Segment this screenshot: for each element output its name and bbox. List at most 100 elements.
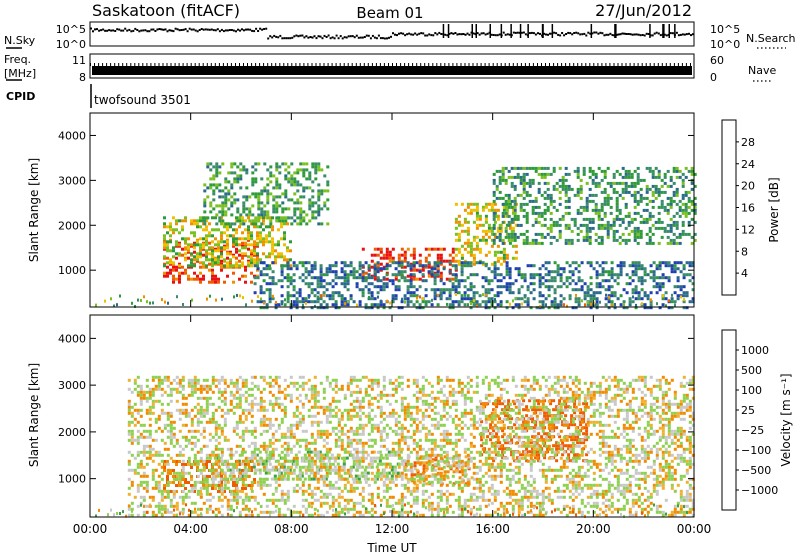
heatmap-cell xyxy=(577,300,581,304)
heatmap-cell xyxy=(352,270,356,274)
frequency-spike xyxy=(138,63,140,66)
heatmap-cell xyxy=(271,261,275,265)
heatmap-cell xyxy=(475,202,479,206)
heatmap-cell xyxy=(597,166,601,170)
heatmap-cell xyxy=(651,193,655,197)
frequency-spike xyxy=(383,63,385,66)
heatmap-cell xyxy=(525,202,529,206)
heatmap-cell xyxy=(296,222,300,226)
heatmap-cell xyxy=(169,423,173,427)
heatmap-cell xyxy=(314,165,318,169)
heatmap-cell xyxy=(589,300,593,304)
heatmap-cell xyxy=(269,180,273,184)
heatmap-cell xyxy=(190,243,193,247)
heatmap-cell xyxy=(541,282,545,286)
heatmap-cell xyxy=(304,282,308,286)
heatmap-cell xyxy=(575,293,577,297)
frequency-spike xyxy=(617,63,619,66)
noise-sample xyxy=(663,33,666,36)
heatmap-cell xyxy=(178,231,181,235)
noise-sample xyxy=(593,31,596,34)
heatmap-cell xyxy=(451,303,455,307)
heatmap-cell xyxy=(603,172,607,176)
heatmap-cell xyxy=(472,291,476,295)
heatmap-cell xyxy=(203,189,207,193)
heatmap-cell xyxy=(164,300,166,304)
heatmap-cell xyxy=(493,250,497,254)
heatmap-cell xyxy=(274,306,278,310)
heatmap-cell xyxy=(625,291,629,295)
heatmap-cell xyxy=(166,417,170,421)
heatmap-cell xyxy=(298,300,302,304)
heatmap-cell xyxy=(562,297,566,301)
heatmap-cell xyxy=(190,393,194,397)
heatmap-cell xyxy=(163,234,166,238)
heatmap-cell xyxy=(379,267,383,271)
frequency-spike xyxy=(625,63,627,66)
heatmap-cell xyxy=(119,294,121,298)
heatmap-cell xyxy=(262,261,266,265)
heatmap-cell xyxy=(196,222,199,226)
heatmap-cell xyxy=(436,288,440,292)
heatmap-cell xyxy=(286,258,289,262)
heatmap-cell xyxy=(621,217,625,221)
heatmap-cell xyxy=(199,265,202,269)
heatmap-cell xyxy=(313,294,317,298)
heatmap-cell xyxy=(603,226,607,230)
heatmap-cell xyxy=(267,468,271,472)
heatmap-cell xyxy=(673,267,677,271)
heatmap-cell xyxy=(263,189,267,193)
heatmap-cell xyxy=(342,459,346,463)
heatmap-cell xyxy=(519,181,523,185)
heatmap-cell xyxy=(666,208,670,212)
heatmap-cell xyxy=(288,468,292,472)
heatmap-cell xyxy=(519,166,523,170)
heatmap-cell xyxy=(373,247,377,251)
heatmap-cell xyxy=(317,192,321,196)
noise-sample xyxy=(216,28,219,31)
heatmap-cell xyxy=(564,444,568,448)
heatmap-cell xyxy=(139,408,143,412)
heatmap-cell xyxy=(390,450,394,454)
frequency-panel: Freq. [MHz] 11 8 60 0 Nave xyxy=(4,53,776,84)
heatmap-cell xyxy=(202,253,205,257)
heatmap-cell xyxy=(379,250,383,254)
heatmap-cell xyxy=(655,267,659,271)
heatmap-cell xyxy=(268,255,271,259)
heatmap-cell xyxy=(205,453,209,457)
frequency-spike xyxy=(593,63,595,66)
heatmap-cell xyxy=(250,243,253,247)
heatmap-cell xyxy=(199,414,203,418)
heatmap-cell xyxy=(463,291,467,295)
heatmap-cell xyxy=(191,298,193,302)
heatmap-cell xyxy=(352,300,356,304)
heatmap-cell xyxy=(610,294,614,298)
heatmap-cell xyxy=(364,276,368,280)
heatmap-cell xyxy=(576,169,580,173)
heatmap-cell xyxy=(262,228,265,232)
heatmap-cell xyxy=(502,205,506,209)
heatmap-cell xyxy=(209,201,213,205)
heatmap-cell xyxy=(251,180,255,184)
heatmap-cell xyxy=(160,387,164,391)
heatmap-cell xyxy=(226,468,230,472)
heatmap-cell xyxy=(609,205,613,209)
heatmap-cell xyxy=(619,273,623,277)
frequency-spike xyxy=(235,63,236,66)
nave-tick-top: 60 xyxy=(710,54,724,67)
heatmap-cell xyxy=(202,241,205,245)
heatmap-cell xyxy=(172,444,176,448)
heatmap-cell xyxy=(598,285,602,289)
heatmap-cell xyxy=(385,277,389,281)
heatmap-cell xyxy=(293,171,297,175)
heatmap-cell xyxy=(531,166,535,170)
heatmap-cell xyxy=(203,204,207,208)
heatmap-cell xyxy=(226,234,229,238)
heatmap-cell xyxy=(669,205,673,209)
heatmap-cell xyxy=(531,435,535,439)
heatmap-cell xyxy=(607,306,611,310)
heatmap-cell xyxy=(355,285,359,289)
heatmap-cell xyxy=(648,169,652,173)
heatmap-cell xyxy=(469,253,473,257)
heatmap-cell xyxy=(324,465,328,469)
